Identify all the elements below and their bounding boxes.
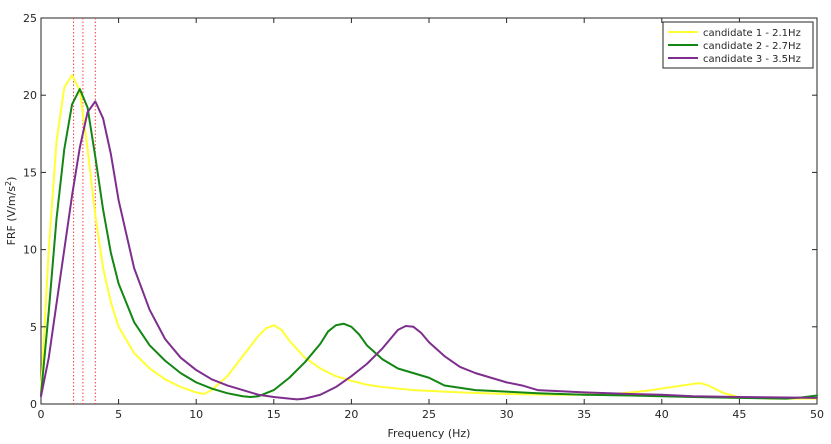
y-tick-label: 15 [23, 166, 37, 179]
series-line [40, 100, 818, 401]
legend-label: candidate 1 - 2.1Hz [703, 28, 801, 39]
x-tick-label: 10 [189, 408, 203, 421]
y-axis: 0 5 10 15 20 25 [23, 12, 817, 411]
x-tick-label: 45 [732, 408, 746, 421]
x-tick-label: 20 [344, 408, 358, 421]
x-tick-label: 30 [500, 408, 514, 421]
x-tick-label: 50 [810, 408, 824, 421]
y-tick-label: 20 [23, 89, 37, 102]
x-tick-label: 0 [38, 408, 45, 421]
x-tick-label: 5 [115, 408, 122, 421]
x-tick-label: 40 [655, 408, 669, 421]
series-line [40, 88, 818, 400]
plot-area [40, 17, 818, 405]
y-axis-label-main: FRF (V/m/s [5, 186, 18, 246]
y-tick-label: 25 [23, 12, 37, 25]
x-tick-label: 35 [577, 408, 591, 421]
y-tick-label: 5 [30, 321, 37, 334]
legend-label: candidate 3 - 3.5Hz [703, 54, 801, 65]
x-axis: 0 5 10 15 20 25 30 35 40 45 50 [38, 18, 824, 421]
x-tick-label: 25 [422, 408, 436, 421]
series-line [40, 74, 818, 400]
legend-label: candidate 2 - 2.7Hz [703, 41, 801, 52]
y-axis-label: FRF (V/m/s2) [4, 177, 19, 246]
y-tick-label: 10 [23, 244, 37, 257]
x-axis-label: Frequency (Hz) [388, 427, 471, 440]
x-tick-label: 15 [267, 408, 281, 421]
y-axis-label-close: ) [5, 177, 18, 181]
legend: candidate 1 - 2.1Hz candidate 2 - 2.7Hz … [662, 21, 814, 69]
plot-lines [40, 18, 818, 404]
y-axis-label-superscript: 2 [4, 181, 13, 186]
y-tick-label: 0 [30, 398, 37, 411]
